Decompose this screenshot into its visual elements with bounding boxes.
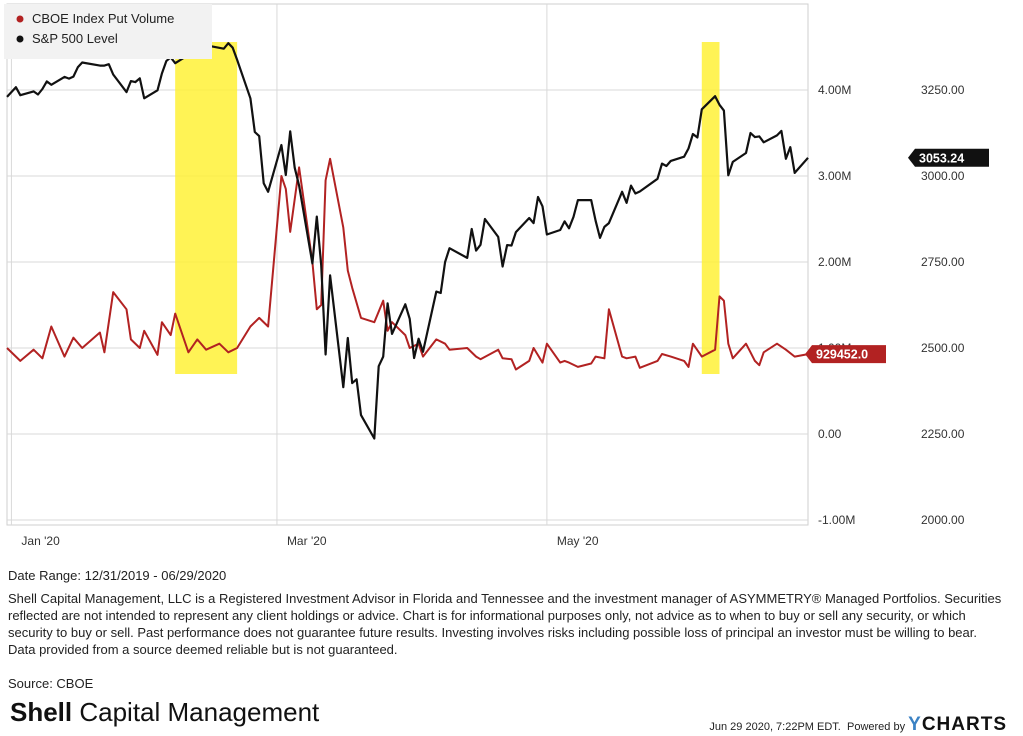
brand-logo: Shell Capital Management (10, 697, 319, 728)
brand-bold: Shell (10, 697, 73, 727)
highlight-bands (175, 42, 720, 374)
brand-rest: Capital Management (72, 697, 320, 727)
legend-label-sp500: S&P 500 Level (32, 31, 118, 46)
legend-box (4, 4, 212, 59)
right-axis-tick-label: 2250.00 (921, 427, 965, 441)
series-line-sp500 (6, 42, 809, 440)
x-axis-tick-label: Jan '20 (21, 534, 60, 548)
timestamp: Jun 29 2020, 7:22PM EDT. (709, 721, 841, 733)
badge-shape (908, 148, 989, 167)
right-axis-tick-label: 3250.00 (921, 83, 965, 97)
ycharts-logo: YCHARTS (908, 714, 1007, 735)
badge-label: 3053.24 (919, 151, 964, 165)
disclaimer-text: Shell Capital Management, LLC is a Regis… (8, 591, 1002, 657)
source-text: Source: CBOE (8, 676, 94, 691)
x-axis-tick-label: May '20 (557, 534, 599, 548)
right-axis-tick-label: 2500.00 (921, 341, 965, 355)
right-axis-tick-label: 2750.00 (921, 255, 965, 269)
left-axis-tick-label: 0.00 (818, 427, 842, 441)
legend-label-put-volume: CBOE Index Put Volume (32, 11, 174, 26)
right-axis-tick-label: 3000.00 (921, 169, 965, 183)
legend-marker-put-volume (16, 15, 24, 23)
left-axis-tick-label: 4.00M (818, 83, 851, 97)
right-axis-tick-label: 2000.00 (921, 513, 965, 527)
footer-stamp: Jun 29 2020, 7:22PM EDT. Powered by YCHA… (709, 714, 1007, 736)
plot-area (6, 3, 809, 526)
ycharts-y: Y (908, 714, 922, 735)
chart: 4.00M3.00M2.00M1.00M0.00-1.00M3250.00300… (4, 3, 989, 548)
last-value-badge-put-volume: 929452.0 (805, 345, 886, 364)
date-range: Date Range: 12/31/2019 - 06/29/2020 (8, 568, 227, 583)
ycharts-rest: CHARTS (921, 714, 1007, 735)
highlight-band (175, 42, 238, 374)
left-axis-tick-label: -1.00M (818, 513, 855, 527)
x-axis-tick-label: Mar '20 (287, 534, 327, 548)
legend-marker-sp500 (16, 35, 24, 43)
highlight-band (701, 42, 720, 374)
series-line-put-volume (6, 157, 809, 371)
badge-shape (805, 345, 886, 364)
left-axis-tick-label: 3.00M (818, 169, 851, 183)
series-lines (6, 42, 809, 440)
left-axis-tick-label: 2.00M (818, 255, 851, 269)
legend: CBOE Index Put Volume S&P 500 Level (4, 4, 212, 59)
badge-label: 929452.0 (816, 348, 868, 362)
last-value-badge-sp500: 3053.24 (908, 148, 989, 167)
last-value-badges: 929452.0 3053.24 (805, 148, 989, 364)
powered-by: Powered by (846, 721, 906, 733)
